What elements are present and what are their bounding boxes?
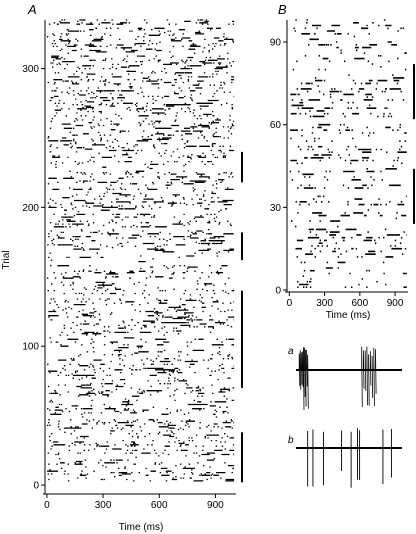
x-tick-label-a: 0 <box>44 500 50 511</box>
trace-letter-b: b <box>288 435 294 446</box>
x-tick-label-b: 0 <box>287 298 293 309</box>
panel-letter-b: B <box>278 2 287 17</box>
y-axis-label-a: Trial <box>1 250 12 269</box>
spike-ticks-a <box>46 19 235 482</box>
y-tick-label-b: 30 <box>270 203 282 214</box>
voltage-trace-b <box>296 428 402 488</box>
y-tick-label-a: 0 <box>33 481 39 492</box>
x-tick-label-b: 600 <box>351 298 368 309</box>
axes-panel-b: 0 300 600 900 0 30 60 90 <box>270 20 408 309</box>
y-tick-label-a: 200 <box>22 203 39 214</box>
x-tick-label-a: 900 <box>207 500 224 511</box>
y-tick-label-b: 60 <box>270 120 282 131</box>
trace-a-burst-2 <box>361 346 377 408</box>
x-tick-label-b: 900 <box>387 298 404 309</box>
y-tick-label-a: 100 <box>22 342 39 353</box>
spike-ticks-b <box>289 19 407 288</box>
axes-panel-a: 0 300 600 900 0 100 200 300 <box>22 20 236 511</box>
raster-panel-b <box>289 19 407 288</box>
x-tick-label-a: 300 <box>95 500 112 511</box>
voltage-trace-a <box>296 346 402 410</box>
y-tick-label-b: 0 <box>275 286 281 297</box>
x-axis-label-a: Time (ms) <box>119 522 164 533</box>
x-axis-label-b: Time (ms) <box>326 310 371 321</box>
x-tick-label-b: 300 <box>316 298 333 309</box>
x-tick-label-a: 600 <box>151 500 168 511</box>
y-tick-label-b: 90 <box>270 38 282 49</box>
trace-letter-a: a <box>288 346 294 357</box>
y-tick-label-a: 300 <box>22 64 39 75</box>
raster-panel-a <box>46 19 235 482</box>
trace-a-burst-1 <box>298 347 309 410</box>
panel-letter-a: A <box>27 2 37 17</box>
